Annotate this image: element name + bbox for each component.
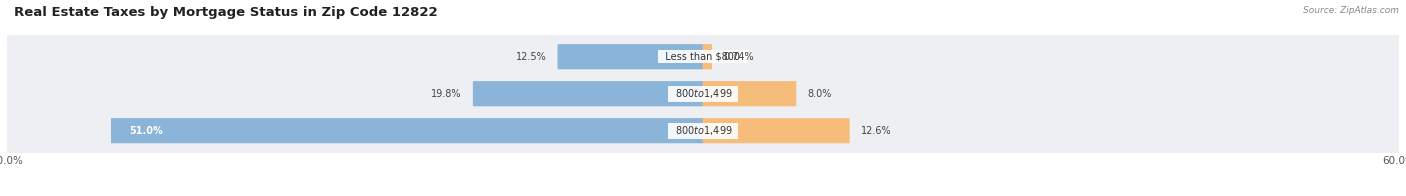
Text: Real Estate Taxes by Mortgage Status in Zip Code 12822: Real Estate Taxes by Mortgage Status in …	[14, 6, 437, 19]
Text: 12.5%: 12.5%	[516, 52, 547, 62]
FancyBboxPatch shape	[703, 44, 711, 69]
FancyBboxPatch shape	[0, 105, 1406, 156]
Text: 12.6%: 12.6%	[860, 126, 891, 136]
Text: Less than $800: Less than $800	[659, 52, 747, 62]
FancyBboxPatch shape	[0, 68, 1406, 119]
FancyBboxPatch shape	[1, 71, 1405, 116]
Text: 8.0%: 8.0%	[807, 89, 832, 99]
Text: Source: ZipAtlas.com: Source: ZipAtlas.com	[1303, 6, 1399, 15]
FancyBboxPatch shape	[472, 81, 703, 106]
FancyBboxPatch shape	[1, 34, 1405, 79]
FancyBboxPatch shape	[703, 81, 796, 106]
FancyBboxPatch shape	[111, 118, 703, 143]
FancyBboxPatch shape	[558, 44, 703, 69]
Legend: Without Mortgage, With Mortgage: Without Mortgage, With Mortgage	[598, 194, 808, 196]
FancyBboxPatch shape	[0, 31, 1406, 82]
FancyBboxPatch shape	[703, 118, 849, 143]
Text: $800 to $1,499: $800 to $1,499	[669, 87, 737, 100]
FancyBboxPatch shape	[1, 108, 1405, 153]
Text: 51.0%: 51.0%	[129, 126, 163, 136]
Text: $800 to $1,499: $800 to $1,499	[669, 124, 737, 137]
Text: 0.74%: 0.74%	[723, 52, 754, 62]
Text: 19.8%: 19.8%	[432, 89, 461, 99]
